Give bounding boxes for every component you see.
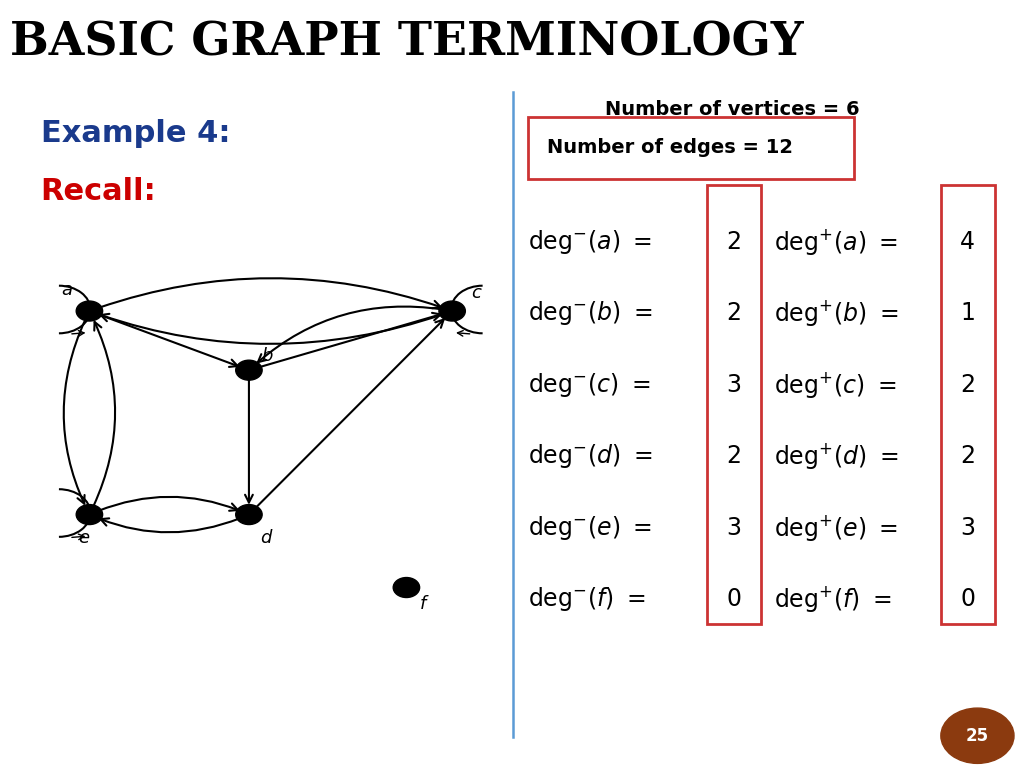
Text: $\mathit{f}$: $\mathit{f}$ [420,595,430,614]
Text: 2: 2 [727,301,741,326]
Text: $\mathrm{deg}^{+}(\mathit{d})\ =$: $\mathrm{deg}^{+}(\mathit{d})\ =$ [774,441,898,472]
Text: $\mathrm{deg}^{+}(\mathit{f})\ =$: $\mathrm{deg}^{+}(\mathit{f})\ =$ [774,584,892,614]
Text: $\mathit{e}$: $\mathit{e}$ [78,528,90,547]
Circle shape [76,505,102,525]
Text: $\mathit{c}$: $\mathit{c}$ [471,283,482,302]
Text: $\mathit{a}$: $\mathit{a}$ [61,280,73,299]
Text: $\mathrm{deg}^{-}(\mathit{c})\ =$: $\mathrm{deg}^{-}(\mathit{c})\ =$ [528,371,650,399]
Circle shape [76,301,102,321]
FancyBboxPatch shape [708,185,761,624]
Text: Number of vertices = 6: Number of vertices = 6 [604,100,859,119]
Text: 1: 1 [961,301,975,326]
Text: 25: 25 [966,727,989,745]
Text: 0: 0 [727,587,741,611]
FancyBboxPatch shape [528,117,854,179]
Circle shape [439,301,465,321]
Text: Example 4:: Example 4: [41,119,230,148]
Text: Number of edges = 12: Number of edges = 12 [547,138,793,157]
Text: 0: 0 [961,587,975,611]
Text: 2: 2 [961,372,975,397]
Text: Recall:: Recall: [41,177,157,206]
Circle shape [941,708,1014,763]
Text: $\mathrm{deg}^{+}(\mathit{c})\ =$: $\mathrm{deg}^{+}(\mathit{c})\ =$ [774,369,896,400]
Text: $\mathrm{deg}^{-}(\mathit{e})\ =$: $\mathrm{deg}^{-}(\mathit{e})\ =$ [528,514,652,541]
Text: $\mathrm{deg}^{-}(\mathit{b})\ =$: $\mathrm{deg}^{-}(\mathit{b})\ =$ [528,300,652,327]
Text: 3: 3 [727,372,741,397]
Text: $\mathrm{deg}^{-}(\mathit{a})\ =$: $\mathrm{deg}^{-}(\mathit{a})\ =$ [528,228,652,256]
Text: $\mathrm{deg}^{+}(\mathit{e})\ =$: $\mathrm{deg}^{+}(\mathit{e})\ =$ [774,512,898,543]
Circle shape [236,505,262,525]
Text: $\mathit{d}$: $\mathit{d}$ [260,528,274,547]
FancyBboxPatch shape [941,185,994,624]
Text: $\mathrm{deg}^{-}(\mathit{d})\ =$: $\mathrm{deg}^{-}(\mathit{d})\ =$ [528,442,652,470]
Text: $\mathrm{deg}^{+}(\mathit{a})\ =$: $\mathrm{deg}^{+}(\mathit{a})\ =$ [774,227,898,257]
Circle shape [236,360,262,380]
Text: 2: 2 [727,444,741,468]
Text: 3: 3 [727,515,741,540]
Text: 3: 3 [961,515,975,540]
Text: 2: 2 [961,444,975,468]
Text: BASIC GRAPH TERMINOLOGY: BASIC GRAPH TERMINOLOGY [10,19,804,65]
Text: 4: 4 [961,230,975,254]
Text: $\mathit{b}$: $\mathit{b}$ [261,347,273,366]
Text: $\mathrm{deg}^{-}(\mathit{f})\ =$: $\mathrm{deg}^{-}(\mathit{f})\ =$ [528,585,646,613]
Circle shape [393,578,420,598]
Text: $\mathrm{deg}^{+}(\mathit{b})\ =$: $\mathrm{deg}^{+}(\mathit{b})\ =$ [774,298,898,329]
Text: 2: 2 [727,230,741,254]
